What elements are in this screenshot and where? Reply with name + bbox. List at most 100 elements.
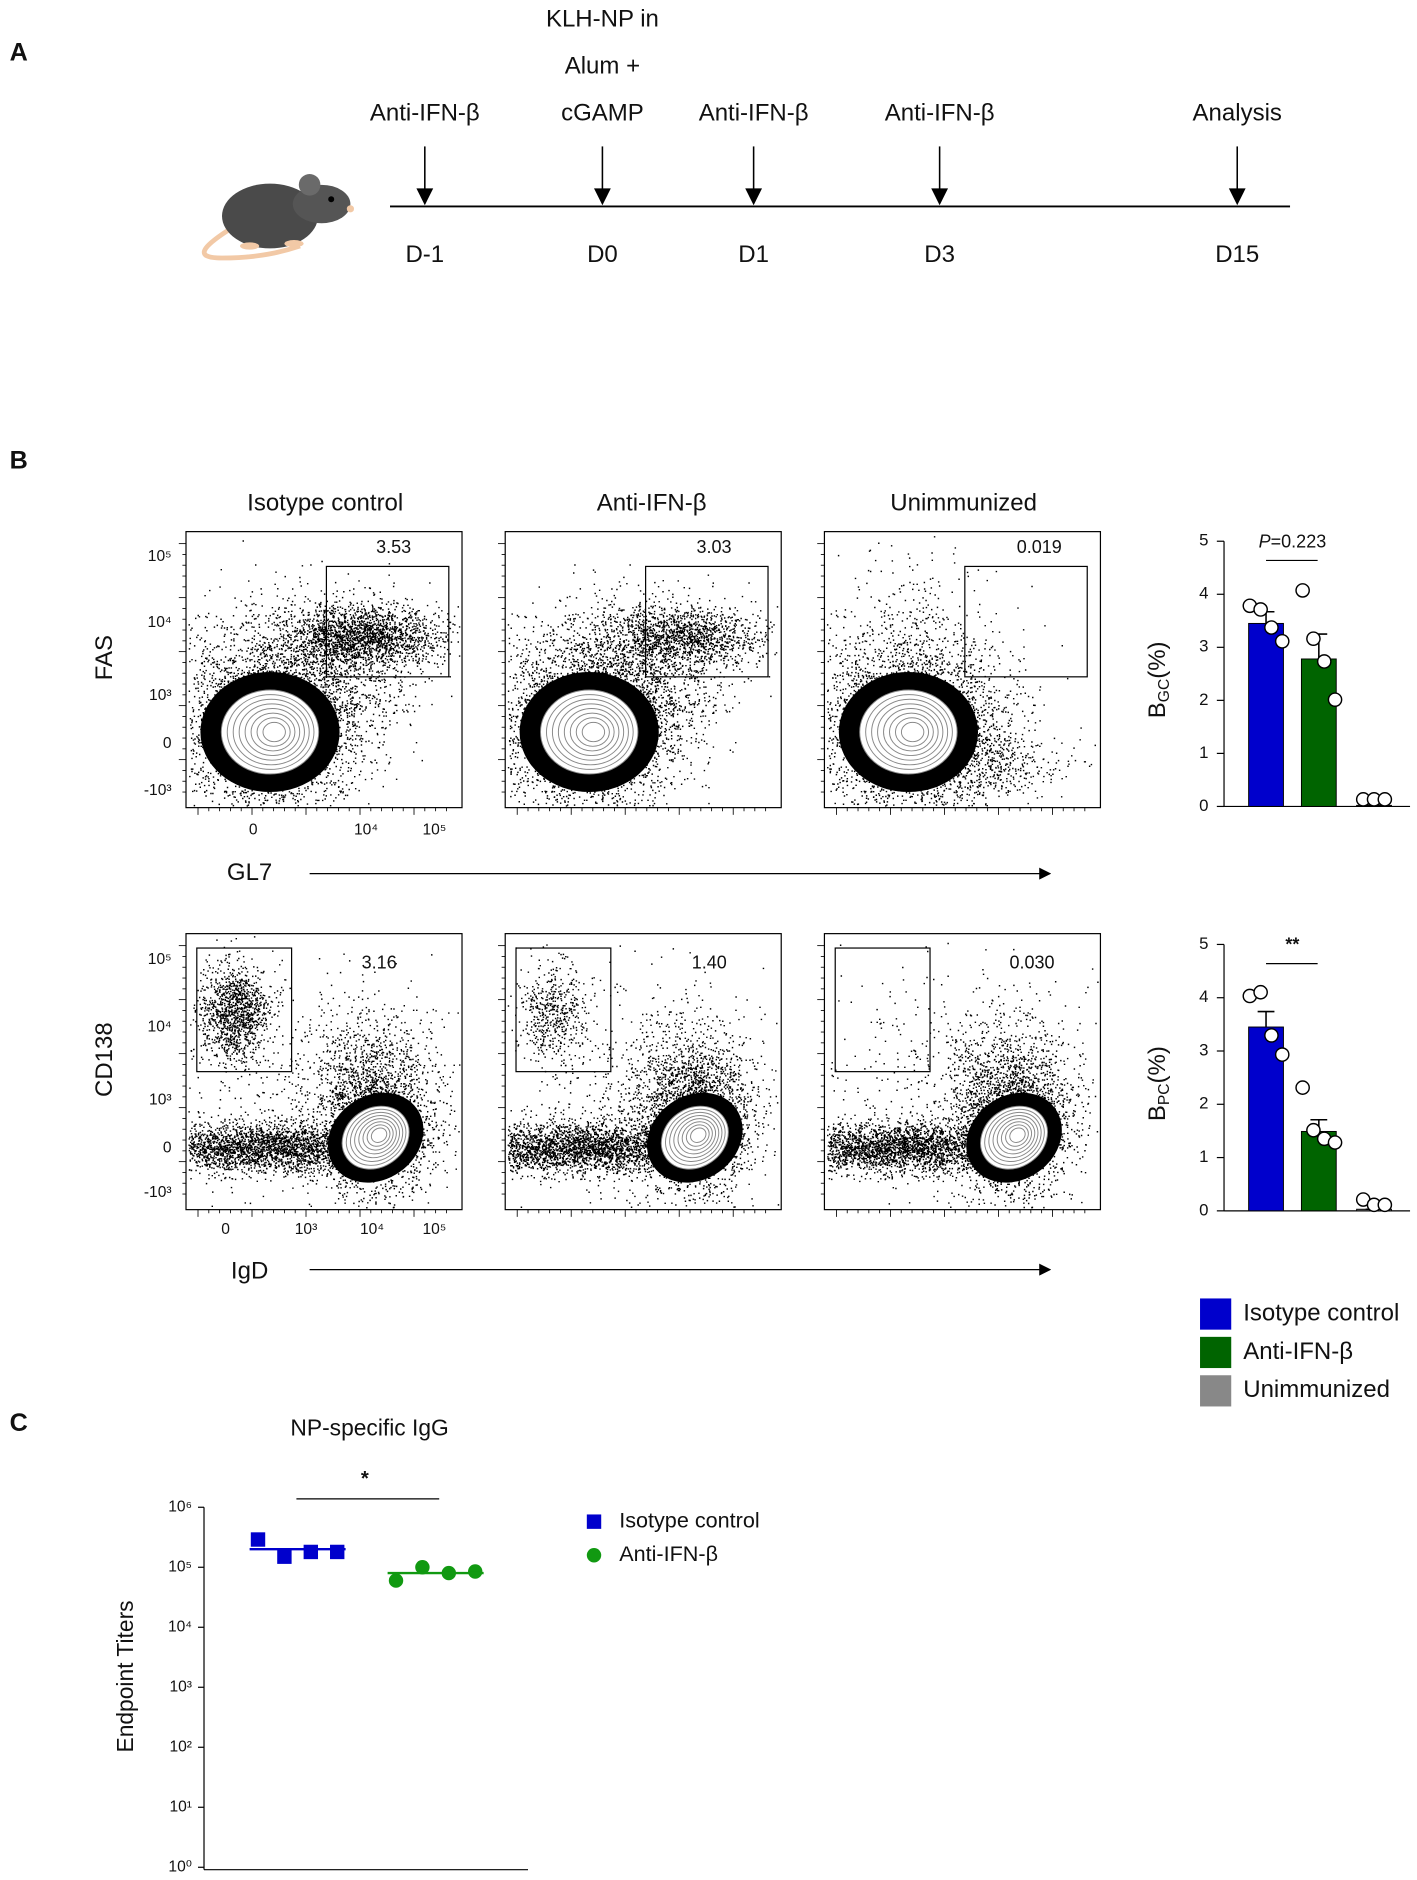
event-dots [507, 944, 780, 1208]
event-label: cGAMP [561, 99, 644, 126]
error-bar [1257, 1010, 1275, 1028]
data-point [1253, 602, 1268, 617]
gate-percentage: 3.53 [376, 537, 411, 557]
data-point [277, 1549, 292, 1564]
contour [200, 672, 340, 793]
flow-plot: 3.53 [178, 531, 463, 815]
x-tick-label: 0 [221, 1221, 230, 1238]
annotation-italic: P [1259, 531, 1271, 551]
gate-percentage: 3.03 [696, 537, 731, 557]
gate [325, 565, 450, 678]
y-tick-label: 10³ [149, 1092, 172, 1109]
event-arrowhead [594, 188, 611, 206]
y-axis-label: CD138 [91, 1022, 118, 1097]
annotation-text: ** [1285, 934, 1299, 954]
label-part: (%) [1145, 1046, 1172, 1083]
data-point [468, 1564, 483, 1579]
data-point [1316, 654, 1332, 669]
label-sub: PC [1156, 1083, 1173, 1105]
legend-label: Anti-IFN-β [619, 1541, 718, 1566]
gate [964, 565, 1088, 678]
legend-label: Isotype control [619, 1507, 759, 1532]
x-tick-label: 0 [249, 822, 258, 839]
gate-percentage: 0.019 [1017, 537, 1062, 557]
gate [515, 947, 612, 1073]
contour [519, 672, 659, 793]
data-point [1264, 620, 1279, 635]
event-arrowhead [416, 188, 434, 206]
y-tick-label: 0 [1199, 1200, 1208, 1219]
y-tick-label: 1 [1199, 1147, 1208, 1166]
data-point [1295, 583, 1310, 598]
data-point [415, 1560, 430, 1575]
y-tick-label: -10³ [144, 782, 172, 799]
y-tick-label: 5 [1199, 531, 1208, 550]
legend-swatch [1200, 1375, 1232, 1407]
flow-plot: 0.030 [817, 933, 1102, 1217]
data-point [1264, 1028, 1279, 1043]
contour-ring [262, 721, 286, 743]
event-label: Alum + [565, 53, 640, 80]
data-point [250, 1532, 266, 1547]
y-tick-label: 3 [1199, 1040, 1208, 1059]
y-tick-label: 10⁰ [168, 1858, 192, 1875]
label-part: (%) [1145, 641, 1172, 678]
y-tick-label: 10⁴ [148, 1018, 172, 1035]
data-point [1377, 792, 1393, 807]
y-tick-label: 10³ [149, 687, 172, 704]
event-label: KLH-NP in [546, 6, 659, 33]
event-dots [188, 540, 461, 807]
data-point [1274, 633, 1290, 649]
data-point [1295, 1080, 1310, 1095]
legend-swatch [586, 1514, 602, 1529]
legend-label: Unimmunized [1243, 1376, 1390, 1403]
chart-title: NP-specific IgG [290, 1414, 448, 1440]
y-tick-label: 4 [1199, 584, 1208, 603]
day-label: D15 [1215, 241, 1259, 268]
y-tick-label: 10⁵ [148, 951, 172, 968]
panel-label: C [10, 1409, 28, 1437]
y-tick-label: 10⁴ [148, 614, 172, 631]
y-tick-label: 2 [1199, 690, 1208, 709]
legend-swatch [1200, 1336, 1232, 1369]
y-axis-label: FAS [91, 635, 118, 680]
gate [645, 565, 769, 678]
legend-label: Isotype control [1243, 1299, 1399, 1326]
y-tick-label: 5 [1199, 934, 1208, 953]
y-tick-label: 0 [163, 735, 172, 752]
bar [1300, 1130, 1337, 1212]
y-tick-label: 10⁴ [168, 1618, 192, 1635]
y-axis-label: BPC(%) [1145, 1046, 1174, 1121]
flow-plot: 3.16 [178, 933, 463, 1217]
y-tick-label: 1 [1199, 743, 1208, 762]
contour-ring [581, 721, 606, 743]
data-point [1327, 1135, 1343, 1150]
gate-percentage: 0.030 [1010, 952, 1055, 972]
annotation: * [361, 1468, 369, 1490]
legend-swatch [1200, 1298, 1232, 1330]
column-title: Unimmunized [890, 489, 1037, 516]
contour [838, 672, 979, 793]
y-tick-label: 10¹ [169, 1798, 192, 1815]
day-label: D1 [738, 241, 769, 268]
data-point [388, 1573, 404, 1588]
y-tick-label: 10² [169, 1738, 192, 1755]
y-tick-label: 0 [1199, 796, 1208, 815]
y-tick-label: 4 [1199, 987, 1208, 1006]
event-arrowhead [931, 188, 949, 206]
data-point [1274, 1047, 1290, 1062]
event-label: Anti-IFN-β [699, 99, 809, 126]
mouse-icon [201, 174, 355, 261]
y-axis-label: Endpoint Titers [112, 1600, 138, 1752]
day-label: D-1 [405, 241, 444, 268]
flow-plot: 0.019 [817, 531, 1102, 815]
y-tick-label: 10⁶ [168, 1498, 192, 1515]
data-point [1306, 631, 1321, 646]
x-tick-label: 10⁵ [423, 822, 447, 839]
event-label: Anti-IFN-β [370, 99, 480, 126]
y-tick-label: 10⁵ [168, 1558, 192, 1575]
y-tick-label: 0 [163, 1140, 172, 1157]
contour [647, 1092, 743, 1183]
data-point [330, 1544, 345, 1560]
annotation-text: =0.223 [1271, 531, 1327, 551]
